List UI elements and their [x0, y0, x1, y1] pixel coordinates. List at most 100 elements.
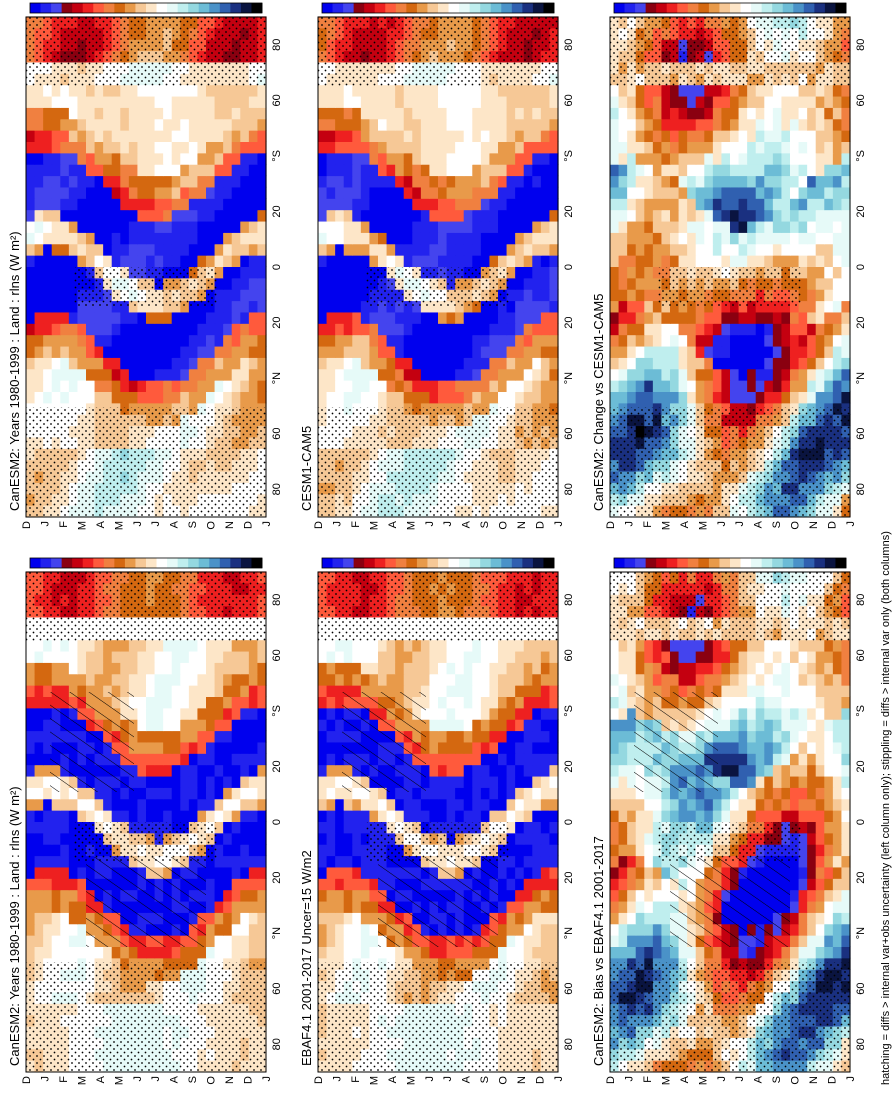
heatmap-cell — [77, 130, 87, 142]
heatmap-cell — [429, 345, 439, 358]
heatmap-cell — [403, 946, 413, 959]
heatmap-cell — [489, 141, 499, 154]
heatmap-cell — [532, 289, 542, 302]
heatmap-cell — [489, 946, 499, 959]
heatmap-cell — [506, 141, 516, 154]
heatmap-cell — [438, 368, 448, 381]
month-tick-label: A — [95, 1075, 107, 1083]
heatmap-cell — [369, 84, 379, 97]
heatmap-cell — [549, 900, 559, 913]
heatmap-cell — [103, 673, 113, 686]
heatmap-cell — [472, 741, 482, 754]
month-tick-label: J — [442, 1076, 454, 1082]
colorbar-swatch — [177, 3, 189, 13]
heatmap-cell — [515, 719, 525, 732]
heatmap-cell — [111, 662, 121, 675]
heatmap-cell — [214, 730, 224, 743]
heatmap-cell — [188, 95, 199, 108]
heatmap-cell — [506, 650, 516, 663]
heatmap-cell — [51, 141, 61, 154]
heatmap-cell — [463, 164, 473, 177]
stippling — [26, 962, 266, 1072]
heatmap-cell — [335, 243, 345, 256]
heatmap-cell — [26, 380, 36, 392]
heatmap-cell — [188, 787, 199, 800]
heatmap-cell — [420, 243, 431, 256]
heatmap-cell — [188, 107, 199, 120]
heatmap-cell — [86, 650, 96, 663]
heatmap-cell — [455, 186, 465, 199]
month-tick-label: J — [132, 521, 144, 527]
heatmap-cell — [206, 220, 216, 233]
heatmap-cell — [231, 787, 241, 800]
colorbar-swatch — [230, 3, 242, 13]
heatmap-cell — [68, 232, 79, 245]
heatmap-cell — [326, 866, 336, 879]
heatmap-cell — [94, 357, 104, 370]
heatmap-cell — [86, 84, 96, 97]
heatmap-cell — [103, 84, 113, 97]
heatmap-cell — [343, 209, 353, 222]
heatmap-cell — [438, 650, 448, 663]
heatmap-cell — [369, 186, 379, 199]
colorbar-swatch — [135, 3, 147, 13]
heatmap-cell — [352, 84, 362, 97]
heatmap-cell — [214, 650, 224, 663]
heatmap-cell — [240, 175, 250, 188]
colorbar-swatch — [30, 3, 41, 13]
heatmap-cell — [369, 900, 379, 913]
heatmap-cell — [429, 95, 439, 108]
heatmap-cell — [498, 368, 508, 381]
heatmap-cell — [223, 380, 233, 392]
heatmap-cell — [489, 186, 499, 199]
heatmap-cell — [429, 209, 439, 222]
heatmap-cell — [180, 368, 190, 381]
heatmap-cell — [231, 662, 241, 675]
heatmap-cell — [94, 639, 104, 652]
month-tick-label: J — [261, 1076, 273, 1082]
heatmap-cell — [498, 866, 508, 879]
colorbar-swatch — [30, 558, 41, 568]
heatmap-cell — [120, 130, 130, 142]
heatmap-cell — [335, 175, 345, 188]
month-tick-label: M — [76, 521, 88, 530]
heatmap-cell — [171, 650, 181, 663]
heatmap-cell — [34, 175, 44, 188]
heatmap-cell — [77, 323, 87, 336]
heatmap-cell — [335, 164, 345, 177]
heatmap-cell — [137, 323, 147, 336]
heatmap-cell — [335, 798, 345, 811]
heatmap-cell — [257, 946, 267, 959]
heatmap-cell — [412, 198, 422, 211]
heatmap-cell — [94, 164, 104, 177]
heatmap-cell — [111, 311, 121, 324]
heatmap-cell — [86, 209, 96, 222]
heatmap-cell — [154, 673, 164, 686]
heatmap-cell — [103, 141, 113, 154]
heatmap-cell — [412, 323, 422, 336]
heatmap-cell — [68, 334, 79, 347]
heatmap-cell — [515, 186, 525, 199]
heatmap-cell — [146, 798, 156, 811]
heatmap-cell — [395, 164, 405, 177]
heatmap-cell — [429, 357, 439, 370]
heatmap-cell — [257, 118, 267, 131]
heatmap-cell — [51, 255, 61, 267]
heatmap-cell — [506, 696, 516, 709]
month-tick-label: M — [368, 1076, 380, 1085]
heatmap-cell — [420, 639, 431, 652]
heatmap-cell — [446, 753, 456, 766]
heatmap-cell — [206, 923, 216, 936]
month-tick-label: S — [479, 1076, 491, 1083]
heatmap-cell — [154, 198, 164, 211]
heatmap-cell — [154, 719, 164, 732]
heatmap-cell — [378, 84, 388, 97]
heatmap-cell — [352, 889, 362, 902]
heatmap-cell — [137, 255, 147, 267]
heatmap-cell — [515, 277, 525, 290]
heatmap-cell — [77, 345, 87, 358]
heatmap-cell — [163, 209, 173, 222]
heatmap-cell — [257, 164, 267, 177]
heatmap-cell — [318, 368, 328, 381]
heatmap-cell — [326, 741, 336, 754]
